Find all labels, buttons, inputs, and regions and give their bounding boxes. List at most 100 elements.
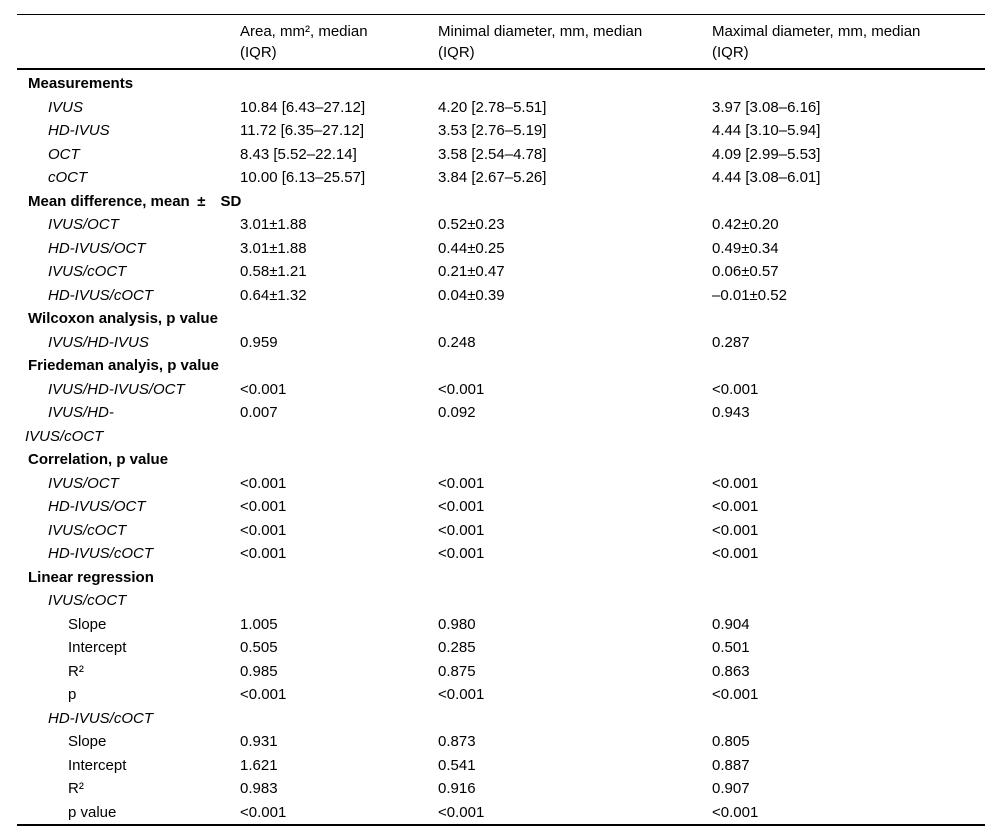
section-label: Friedeman analyis, p value — [28, 357, 219, 374]
value-cell: 4.44 [3.08–6.01] — [712, 169, 821, 186]
row-label: HD-IVUS/OCT — [48, 239, 146, 257]
value-cell: 0.985 — [240, 662, 278, 680]
row-label: IVUS/cOCT — [48, 263, 127, 280]
value-cell: 0.943 — [712, 404, 750, 421]
table-row-slope2: Slope 0.931 0.873 0.805 — [17, 730, 985, 754]
section-row-correlation: Correlation, p value — [17, 448, 985, 472]
value-cell: 4.09 [2.99–5.53] — [712, 145, 821, 163]
value-cell: 10.00 [6.13–25.57] — [240, 169, 366, 186]
value-cell — [438, 589, 712, 613]
table-row-hd-ivus-oct: HD-IVUS/OCT 3.01±1.88 0.44±0.25 0.49±0.3… — [17, 237, 985, 261]
value-cell — [712, 190, 985, 214]
value-cell: 3.53 [2.76–5.19] — [438, 122, 547, 139]
value-cell: 0.04±0.39 — [438, 286, 505, 304]
value-cell: 0.863 — [712, 662, 750, 680]
row-label: Slope — [68, 733, 107, 750]
header-line1: Maximal diameter, mm, median — [712, 23, 921, 40]
row-label: R² — [68, 780, 84, 797]
value-cell — [240, 354, 438, 378]
value-cell: 0.887 — [712, 756, 750, 774]
value-cell: 0.501 — [712, 639, 750, 656]
subsection-row-hd-ivus-coct-regression: HD-IVUS/cOCT — [17, 707, 985, 731]
row-label: HD-IVUS/OCT — [48, 498, 146, 515]
section-row-wilcoxon: Wilcoxon analysis, p value — [17, 307, 985, 331]
value-cell — [240, 69, 438, 96]
subsection-label: IVUS/cOCT — [48, 592, 127, 609]
table-row-p: p <0.001 <0.001 <0.001 — [17, 683, 985, 707]
value-cell: <0.001 — [240, 545, 287, 562]
value-cell: 0.907 — [712, 780, 750, 797]
row-label-line1: IVUS/HD- — [48, 404, 114, 421]
value-cell — [438, 69, 712, 96]
row-label: OCT — [48, 145, 80, 163]
section-label: Measurements — [28, 75, 134, 92]
row-label: IVUS/cOCT — [48, 521, 127, 539]
row-label: cOCT — [48, 169, 88, 186]
value-cell: <0.001 — [438, 474, 485, 492]
header-minimal-diameter-column: Minimal diameter, mm, median (IQR) — [438, 14, 712, 70]
table-row-intercept2: Intercept 1.621 0.541 0.887 — [17, 754, 985, 778]
value-cell: 0.980 — [438, 615, 476, 633]
header-row: Area, mm², median (IQR) Minimal diameter… — [17, 14, 985, 70]
section-row-measurements: Measurements — [17, 69, 985, 96]
value-cell: 0.931 — [240, 733, 278, 750]
table-row-oct: OCT 8.43 [5.52–22.14] 3.58 [2.54–4.78] 4… — [17, 143, 985, 167]
value-cell — [438, 707, 712, 731]
value-cell: <0.001 — [240, 521, 287, 539]
value-cell: 8.43 [5.52–22.14] — [240, 145, 357, 163]
value-cell: 0.007 — [240, 404, 278, 421]
row-label: p value — [68, 803, 117, 821]
value-cell: 0.44±0.25 — [438, 239, 505, 257]
table-row-ivus-coct-corr: IVUS/cOCT <0.001 <0.001 <0.001 — [17, 519, 985, 543]
table-row-hd-ivus: HD-IVUS 11.72 [6.35–27.12] 3.53 [2.76–5.… — [17, 119, 985, 143]
table-row-ivus-oct: IVUS/OCT 3.01±1.88 0.52±0.23 0.42±0.20 — [17, 213, 985, 237]
comparison-statistics-table: Area, mm², median (IQR) Minimal diameter… — [17, 14, 985, 826]
section-label: Linear regression — [28, 568, 154, 586]
value-cell: 0.904 — [712, 615, 750, 633]
table-row-slope: Slope 1.005 0.980 0.904 — [17, 613, 985, 637]
value-cell — [712, 69, 985, 96]
value-cell: <0.001 — [240, 474, 287, 492]
table-header: Area, mm², median (IQR) Minimal diameter… — [17, 14, 985, 70]
row-label: R² — [68, 662, 84, 680]
value-cell — [240, 307, 438, 331]
row-label: Intercept — [68, 756, 127, 774]
table-row-hd-ivus-oct-corr: HD-IVUS/OCT <0.001 <0.001 <0.001 — [17, 495, 985, 519]
value-cell — [712, 707, 985, 731]
value-cell: <0.001 — [438, 498, 485, 515]
table-row-ivus-hd-ivus: IVUS/HD-IVUS 0.959 0.248 0.287 — [17, 331, 985, 355]
value-cell: <0.001 — [240, 803, 287, 821]
table-row-ivus-hd-ivus-oct: IVUS/HD-IVUS/OCT <0.001 <0.001 <0.001 — [17, 378, 985, 402]
section-label: Wilcoxon analysis, p value — [28, 310, 218, 327]
value-cell — [712, 307, 985, 331]
header-line2: (IQR) — [712, 44, 749, 61]
value-cell: <0.001 — [438, 803, 485, 821]
value-cell: <0.001 — [240, 498, 287, 515]
value-cell: <0.001 — [240, 380, 287, 398]
value-cell: 1.005 — [240, 615, 278, 633]
row-label: HD-IVUS/cOCT — [48, 286, 153, 304]
value-cell: 0.873 — [438, 733, 476, 750]
value-cell: 3.97 [3.08–6.16] — [712, 98, 821, 116]
table-row-ivus-hd-ivus-coct-wrapped: IVUS/HD- IVUS/cOCT 0.007 0.092 0.943 — [17, 401, 985, 448]
value-cell — [438, 307, 712, 331]
section-row-mean-difference: Mean difference, mean ± SD — [17, 190, 985, 214]
row-label: IVUS/HD-IVUS/OCT — [48, 380, 185, 398]
value-cell: <0.001 — [712, 803, 759, 821]
value-cell — [438, 190, 712, 214]
value-cell: 0.959 — [240, 333, 278, 351]
table-row-hd-ivus-coct: HD-IVUS/cOCT 0.64±1.32 0.04±0.39 –0.01±0… — [17, 284, 985, 308]
value-cell: <0.001 — [438, 380, 485, 398]
value-cell: 0.875 — [438, 662, 476, 680]
row-label: HD-IVUS — [48, 122, 110, 139]
value-cell: 3.84 [2.67–5.26] — [438, 169, 547, 186]
table-row-hd-ivus-coct-corr: HD-IVUS/cOCT <0.001 <0.001 <0.001 — [17, 542, 985, 566]
value-cell: 0.505 — [240, 639, 278, 656]
value-cell: <0.001 — [712, 380, 759, 398]
value-cell — [240, 589, 438, 613]
table-row-r-squared2: R² 0.983 0.916 0.907 — [17, 777, 985, 801]
value-cell — [240, 448, 438, 472]
value-cell — [438, 566, 712, 590]
table-row-intercept: Intercept 0.505 0.285 0.501 — [17, 636, 985, 660]
table-row-ivus-coct: IVUS/cOCT 0.58±1.21 0.21±0.47 0.06±0.57 — [17, 260, 985, 284]
